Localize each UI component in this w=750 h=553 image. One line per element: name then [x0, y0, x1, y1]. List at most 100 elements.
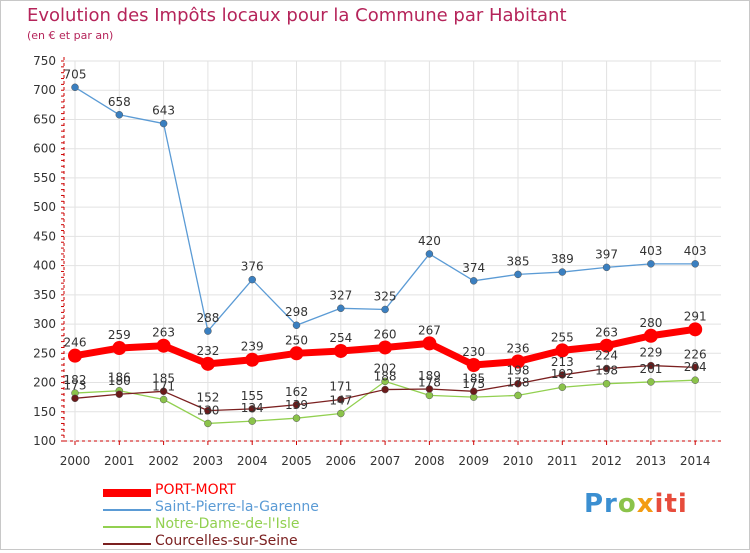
data-point-0 [688, 322, 703, 337]
data-point-1 [292, 321, 301, 329]
data-point-0 [333, 343, 348, 358]
data-point-1 [337, 304, 345, 313]
legend-label-port-mort: PORT-MORT [155, 482, 236, 498]
data-point-0 [68, 348, 82, 363]
data-label-3: 188 [374, 370, 397, 384]
data-label-0: 236 [507, 341, 530, 355]
data-label-3: 198 [507, 364, 530, 378]
data-point-0 [112, 341, 127, 356]
data-label-0: 260 [374, 327, 397, 341]
data-label-3: 162 [285, 385, 308, 399]
data-label-2: 202 [374, 361, 397, 375]
data-label-3: 171 [329, 379, 352, 393]
data-label-0: 291 [684, 309, 707, 323]
y-tick-label: 300 [33, 317, 56, 331]
y-tick-label: 200 [33, 376, 56, 390]
x-tick-label: 2013 [636, 454, 667, 468]
data-label-3: 173 [64, 378, 87, 392]
data-label-3: 152 [196, 391, 219, 405]
data-label-0: 246 [64, 336, 87, 350]
legend-label-notre-dame: Notre-Dame-de-l'Isle [155, 516, 300, 532]
data-point-2 [514, 391, 522, 400]
y-tick-label: 450 [33, 229, 56, 243]
data-point-0 [378, 340, 393, 355]
data-point-1 [514, 270, 522, 279]
data-label-2: 198 [595, 364, 618, 378]
x-tick-label: 2014 [680, 454, 711, 468]
data-point-3 [381, 385, 389, 394]
data-label-1: 288 [196, 311, 219, 325]
data-point-1 [469, 277, 478, 285]
logo-part-3: x [636, 489, 655, 519]
data-label-0: 263 [595, 326, 618, 340]
data-point-3 [248, 405, 256, 413]
data-label-2: 192 [551, 367, 574, 381]
data-label-1: 298 [285, 305, 308, 319]
x-tick-label: 2010 [503, 454, 534, 468]
data-label-1: 397 [595, 247, 618, 261]
legend-label-courcelles: Courcelles-sur-Seine [155, 533, 298, 549]
data-label-1: 643 [152, 104, 175, 118]
data-point-0 [245, 352, 260, 367]
x-tick-label: 2004 [237, 454, 268, 468]
data-point-2 [159, 395, 168, 404]
y-tick-label: 150 [33, 405, 56, 419]
data-point-1 [425, 250, 434, 258]
data-label-0: 263 [152, 326, 175, 340]
data-point-3 [602, 364, 611, 373]
data-point-1 [248, 275, 256, 284]
data-label-1: 325 [374, 289, 397, 303]
data-label-2: 130 [196, 403, 219, 417]
data-point-2 [425, 391, 434, 400]
data-point-0 [156, 338, 171, 353]
x-tick-label: 2000 [60, 454, 91, 468]
legend-swatch-port-mort [103, 489, 151, 497]
data-label-2: 204 [684, 360, 707, 374]
data-label-0: 230 [462, 345, 485, 359]
data-label-0: 267 [418, 323, 441, 337]
data-point-0 [555, 343, 570, 358]
data-point-1 [204, 327, 212, 335]
y-tick-label: 250 [33, 346, 56, 360]
legend-swatch-saint-pierre [103, 509, 151, 511]
data-label-0: 254 [329, 331, 352, 345]
data-label-3: 224 [595, 349, 618, 363]
y-tick-label: 550 [33, 171, 56, 185]
data-point-0 [200, 356, 215, 371]
data-label-3: 189 [418, 369, 441, 383]
data-point-2 [691, 376, 699, 384]
y-tick-label: 700 [33, 83, 56, 97]
data-point-3 [558, 371, 567, 379]
x-tick-label: 2001 [104, 454, 135, 468]
data-point-3 [292, 401, 301, 409]
y-tick-label: 600 [33, 142, 56, 156]
data-label-1: 658 [108, 95, 131, 109]
data-label-2: 182 [64, 373, 87, 387]
data-point-3 [469, 387, 478, 396]
data-label-2: 139 [285, 398, 308, 412]
x-tick-label: 2003 [193, 454, 224, 468]
data-label-2: 178 [507, 375, 530, 389]
data-point-0 [511, 354, 525, 369]
x-tick-label: 2005 [281, 454, 312, 468]
data-label-2: 147 [329, 394, 352, 408]
legend-label-saint-pierre: Saint-Pierre-la-Garenne [155, 499, 319, 515]
logo-part-1: Pr [584, 489, 618, 519]
data-point-0 [289, 346, 304, 361]
data-point-2 [204, 419, 212, 428]
data-label-2: 175 [462, 377, 485, 391]
data-point-3 [115, 390, 124, 398]
data-point-2 [381, 377, 389, 386]
data-point-0 [466, 358, 481, 372]
data-label-0: 232 [196, 344, 219, 358]
data-point-0 [422, 336, 437, 351]
data-label-2: 201 [639, 362, 662, 376]
data-point-3 [514, 379, 522, 388]
data-label-1: 403 [639, 244, 662, 258]
x-tick-label: 2007 [370, 454, 401, 468]
data-point-1 [647, 260, 655, 268]
data-point-3 [337, 395, 345, 404]
x-tick-label: 2009 [458, 454, 489, 468]
data-label-3: 155 [241, 389, 264, 403]
